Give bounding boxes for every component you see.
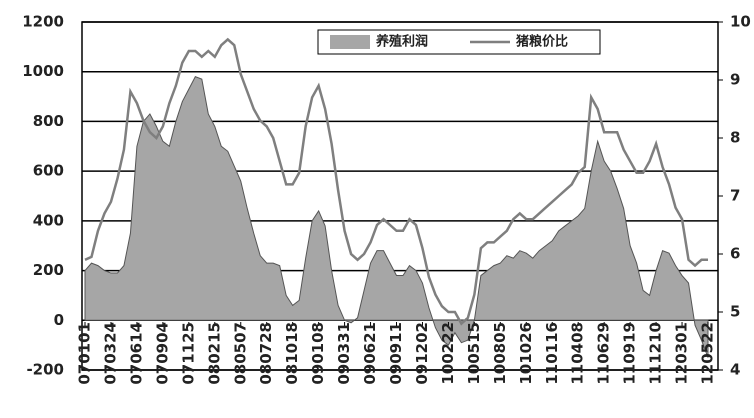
x-tick-label: 101026 — [517, 322, 535, 385]
x-tick-label: 080728 — [257, 322, 275, 385]
x-tick-label: 080507 — [231, 322, 249, 385]
y-tick-label: 800 — [33, 112, 64, 130]
x-tick-label: 071125 — [179, 322, 197, 385]
y-tick-label: 1200 — [22, 13, 64, 31]
y2-tick-label: 10 — [730, 13, 751, 31]
y2-tick-label: 6 — [730, 245, 740, 263]
x-tick-label: 100805 — [491, 322, 509, 385]
y-tick-label: 600 — [33, 162, 64, 180]
x-tick-label: 080215 — [205, 322, 223, 385]
y2-tick-label: 7 — [730, 187, 740, 205]
x-tick-label: 070614 — [127, 322, 145, 385]
y2-tick-label: 8 — [730, 129, 740, 147]
area — [84, 76, 709, 358]
legend: 养殖利润 猪粮价比 — [317, 29, 601, 55]
x-tick-label: 090331 — [335, 322, 353, 385]
y2-tick-label: 5 — [730, 303, 740, 321]
y-tick-label: 200 — [33, 261, 64, 279]
y-tick-label: 1000 — [22, 62, 64, 80]
x-tick-label: 070904 — [153, 322, 171, 385]
x-tick-label: 100515 — [465, 322, 483, 385]
x-tick-label: 090911 — [387, 322, 405, 385]
x-tick-label: 091202 — [413, 322, 431, 385]
plot-frame — [81, 21, 719, 371]
x-tick-label: 110919 — [621, 322, 639, 385]
x-tick-label: 120301 — [673, 322, 691, 385]
x-tick-label: 070324 — [101, 322, 119, 385]
y2-tick-label: 9 — [730, 71, 740, 89]
x-tick-label: 110408 — [569, 322, 587, 385]
y-tick-label: 400 — [33, 211, 64, 229]
x-tick-label: 100222 — [439, 322, 457, 385]
y-tick-label: -200 — [26, 361, 64, 379]
x-tick-label: 111210 — [647, 322, 665, 385]
x-tick-label: 081018 — [283, 322, 301, 385]
x-tick-label: 110629 — [595, 322, 613, 385]
y2-tick-label: 4 — [730, 361, 740, 379]
x-tick-label: 090621 — [361, 322, 379, 385]
legend-swatch — [330, 35, 370, 49]
legend-label: 养殖利润 — [375, 34, 428, 50]
x-tick-label: 110116 — [543, 322, 561, 385]
y-tick-label: 0 — [54, 311, 64, 329]
x-tick-label: 070101 — [76, 322, 94, 385]
x-tick-label: 090108 — [309, 322, 327, 385]
x-tick-label: 120522 — [699, 322, 717, 385]
legend-label: 猪粮价比 — [515, 34, 568, 50]
line — [84, 37, 708, 326]
